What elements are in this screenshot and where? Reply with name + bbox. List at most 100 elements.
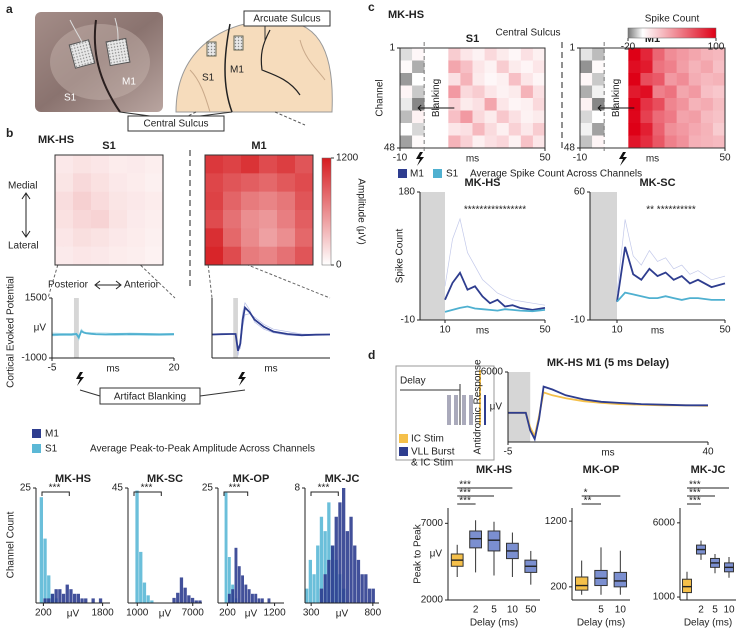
heatmap-cell bbox=[508, 110, 522, 124]
heatmap-cell bbox=[472, 60, 485, 74]
chart-title: MK-HS bbox=[464, 177, 500, 189]
y-tick-label: 25 bbox=[202, 483, 214, 494]
heatmap-cell bbox=[109, 228, 128, 247]
colorbar-label: Spike Count bbox=[645, 14, 700, 25]
sig-bracket bbox=[310, 491, 339, 496]
heatmap-cell bbox=[580, 48, 593, 61]
heatmap-cell bbox=[592, 110, 605, 124]
heatmap-cell bbox=[676, 135, 690, 149]
heatmap-cell bbox=[580, 60, 593, 74]
y-tick-label: -10 bbox=[401, 315, 416, 326]
hist-bar bbox=[356, 559, 361, 603]
heatmap-cell bbox=[580, 123, 593, 136]
heatmap-cell bbox=[676, 123, 690, 136]
heatmap-cell bbox=[472, 123, 485, 136]
heatmap-cell bbox=[592, 48, 605, 61]
heatmap-cell bbox=[700, 135, 714, 149]
heatmap-cell bbox=[241, 246, 260, 266]
x-tick-label: -5 bbox=[48, 363, 57, 374]
hist-bar bbox=[319, 516, 324, 603]
heatmap-cell bbox=[223, 228, 242, 247]
heatmap-cell bbox=[460, 98, 473, 111]
label-box bbox=[243, 10, 331, 27]
hist-bar bbox=[327, 559, 331, 603]
heatmap-cell bbox=[532, 73, 546, 86]
y-tick-label: 1 bbox=[569, 43, 575, 54]
label: Central Sulcus bbox=[495, 28, 560, 39]
heatmap-cell bbox=[472, 73, 485, 86]
heatmap-cell bbox=[223, 155, 242, 174]
x-axis-label: μV bbox=[67, 609, 80, 620]
heatmap-cell bbox=[91, 155, 110, 174]
heatmap-cell bbox=[91, 246, 110, 266]
chart-title: MK-SC bbox=[639, 177, 675, 189]
heatmap-cell bbox=[652, 73, 665, 86]
x-axis-label: ms bbox=[601, 448, 614, 459]
series-line bbox=[616, 246, 726, 302]
label: Lateral bbox=[8, 241, 39, 252]
x-axis-label: Delay (ms) bbox=[577, 618, 625, 629]
heatmap-cell bbox=[295, 173, 314, 192]
x-axis-label: ms bbox=[466, 154, 479, 165]
label: Medial bbox=[8, 181, 37, 192]
heatmap-cell bbox=[400, 98, 413, 111]
heatmap-cell bbox=[91, 210, 110, 229]
significance: *** bbox=[459, 480, 471, 491]
heatmap-cell bbox=[688, 60, 702, 74]
heatmap-cell bbox=[127, 155, 146, 174]
legend-title: Average Spike Count Across Channels bbox=[470, 169, 642, 180]
hist-bar bbox=[312, 574, 316, 603]
significance: ** bbox=[584, 496, 592, 507]
hist-bar bbox=[327, 502, 331, 603]
heatmap-cell bbox=[580, 110, 593, 124]
heatmap-cell bbox=[532, 98, 546, 111]
heatmap-cell bbox=[520, 85, 534, 99]
x-tick-label: 10 bbox=[507, 605, 519, 616]
significance: ** ********** bbox=[646, 205, 696, 216]
heatmap-cell bbox=[532, 60, 546, 74]
series-line bbox=[211, 305, 331, 352]
significance: *** bbox=[49, 483, 61, 494]
heatmap-cell bbox=[640, 60, 653, 74]
hist-bar bbox=[58, 589, 62, 603]
heatmap-cell bbox=[448, 123, 461, 136]
panel-label: b bbox=[6, 126, 13, 140]
hist-bar bbox=[142, 582, 147, 603]
sig-bracket bbox=[223, 491, 249, 496]
heatmap-cell bbox=[460, 110, 473, 124]
heatmap-cell bbox=[205, 173, 224, 192]
x-axis-label: ms bbox=[264, 364, 277, 375]
hist-bar bbox=[47, 575, 51, 603]
significance: *** bbox=[689, 488, 701, 499]
series-line bbox=[508, 385, 708, 442]
heatmap-cell bbox=[223, 191, 242, 211]
heatmap-cell bbox=[508, 123, 522, 136]
legend-label: S1 bbox=[446, 169, 459, 180]
heatmap-cell bbox=[532, 85, 546, 99]
heatmap-cell bbox=[688, 73, 702, 86]
legend-label: & IC Stim bbox=[411, 458, 453, 469]
heatmap-cell bbox=[652, 85, 665, 99]
heatmap-cell bbox=[676, 73, 690, 86]
heatmap-cell bbox=[277, 210, 296, 229]
heatmap-cell bbox=[700, 60, 714, 74]
colorbar bbox=[627, 27, 717, 39]
chart-title: MK-OP bbox=[233, 473, 270, 485]
heatmap-cell bbox=[496, 60, 510, 74]
heatmap-cell bbox=[460, 73, 473, 86]
x-tick-label: 5 bbox=[712, 605, 718, 616]
heatmap-cell bbox=[223, 210, 242, 229]
heatmap-cell bbox=[676, 85, 690, 99]
hist-bar bbox=[179, 577, 184, 603]
hist-bar bbox=[150, 600, 154, 603]
hist-bar bbox=[308, 559, 312, 603]
heatmap-cell bbox=[127, 210, 146, 229]
hist-bar bbox=[43, 598, 47, 603]
heatmap-cell bbox=[448, 135, 461, 149]
pointer bbox=[119, 111, 233, 117]
heatmap-cell bbox=[652, 60, 665, 74]
heatmap-cell bbox=[700, 85, 714, 99]
y-unit: μV bbox=[34, 323, 47, 334]
heatmap-cell bbox=[592, 85, 605, 99]
heatmap-cell bbox=[400, 135, 413, 149]
